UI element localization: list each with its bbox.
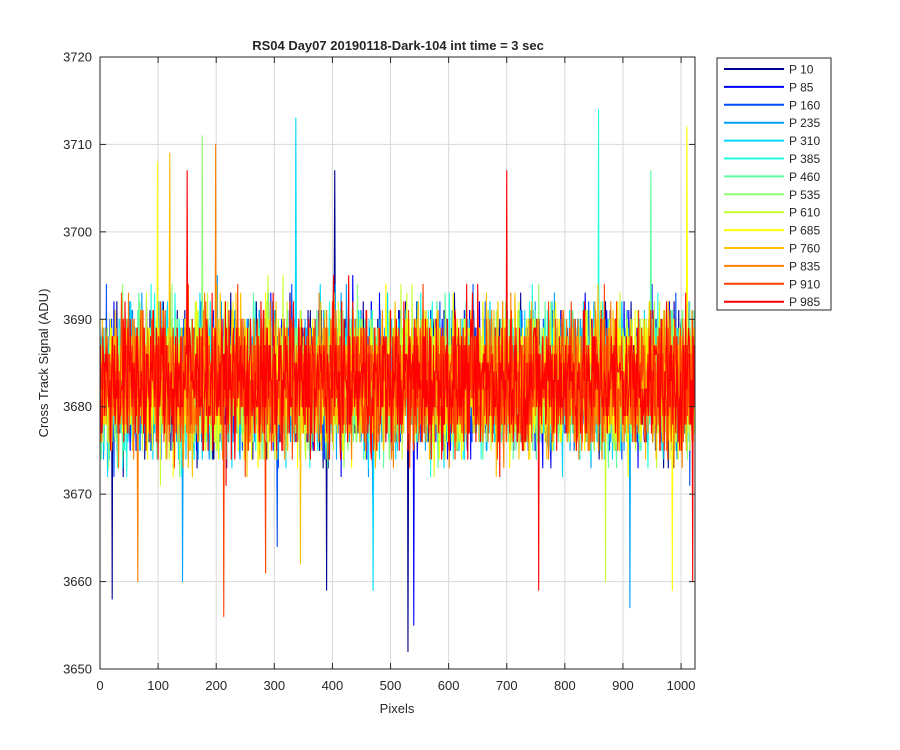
legend-label: P 835 xyxy=(789,259,820,273)
legend-label: P 985 xyxy=(789,295,820,309)
legend-label: P 610 xyxy=(789,206,820,220)
x-tick-label: 200 xyxy=(205,678,227,693)
plot-box xyxy=(99,56,696,670)
x-tick-label: 700 xyxy=(496,678,518,693)
y-axis-label: Cross Track Signal (ADU) xyxy=(36,289,51,438)
x-tick-label: 800 xyxy=(554,678,576,693)
legend-label: P 10 xyxy=(789,63,814,77)
x-tick-label: 500 xyxy=(380,678,402,693)
y-tick-label: 3660 xyxy=(63,574,92,589)
legend-label: P 460 xyxy=(789,170,820,184)
y-tick-label: 3700 xyxy=(63,224,92,239)
y-tick-label: 3680 xyxy=(63,399,92,414)
chart-title: RS04 Day07 20190118-Dark-104 int time = … xyxy=(252,38,544,53)
x-tick-label: 400 xyxy=(322,678,344,693)
legend-label: P 85 xyxy=(789,80,814,94)
y-tick-label: 3710 xyxy=(63,137,92,152)
x-tick-label: 900 xyxy=(612,678,634,693)
legend-box xyxy=(716,57,832,311)
legend-label: P 535 xyxy=(789,188,820,202)
y-axis-ticks: 3650 3660 3670 3680 3690 3700 3710 3720 xyxy=(63,50,695,677)
y-tick-label: 3720 xyxy=(63,50,92,65)
x-axis-ticks: 0 100 200 300 400 500 600 700 800 900 1000 xyxy=(96,57,696,693)
legend-label: P 685 xyxy=(789,224,820,238)
plot-series-group xyxy=(100,108,695,653)
y-tick-label: 3650 xyxy=(63,662,92,677)
y-tick-label: 3690 xyxy=(63,312,92,327)
series-line xyxy=(100,170,695,591)
x-tick-label: 0 xyxy=(96,678,103,693)
x-tick-label: 600 xyxy=(438,678,460,693)
x-axis-label: Pixels xyxy=(380,701,415,716)
legend-label: P 910 xyxy=(789,277,820,291)
x-tick-label: 1000 xyxy=(667,678,696,693)
y-tick-label: 3670 xyxy=(63,487,92,502)
legend: P 10 P 85 P 160 P 235 P 310 P 385 P 460 P 535 P … xyxy=(716,57,832,311)
legend-label: P 160 xyxy=(789,98,820,112)
legend-label: P 310 xyxy=(789,134,820,148)
legend-label: P 235 xyxy=(789,116,820,130)
x-tick-label: 100 xyxy=(147,678,169,693)
x-tick-label: 300 xyxy=(263,678,285,693)
legend-label: P 385 xyxy=(789,152,820,166)
legend-label: P 760 xyxy=(789,242,820,256)
